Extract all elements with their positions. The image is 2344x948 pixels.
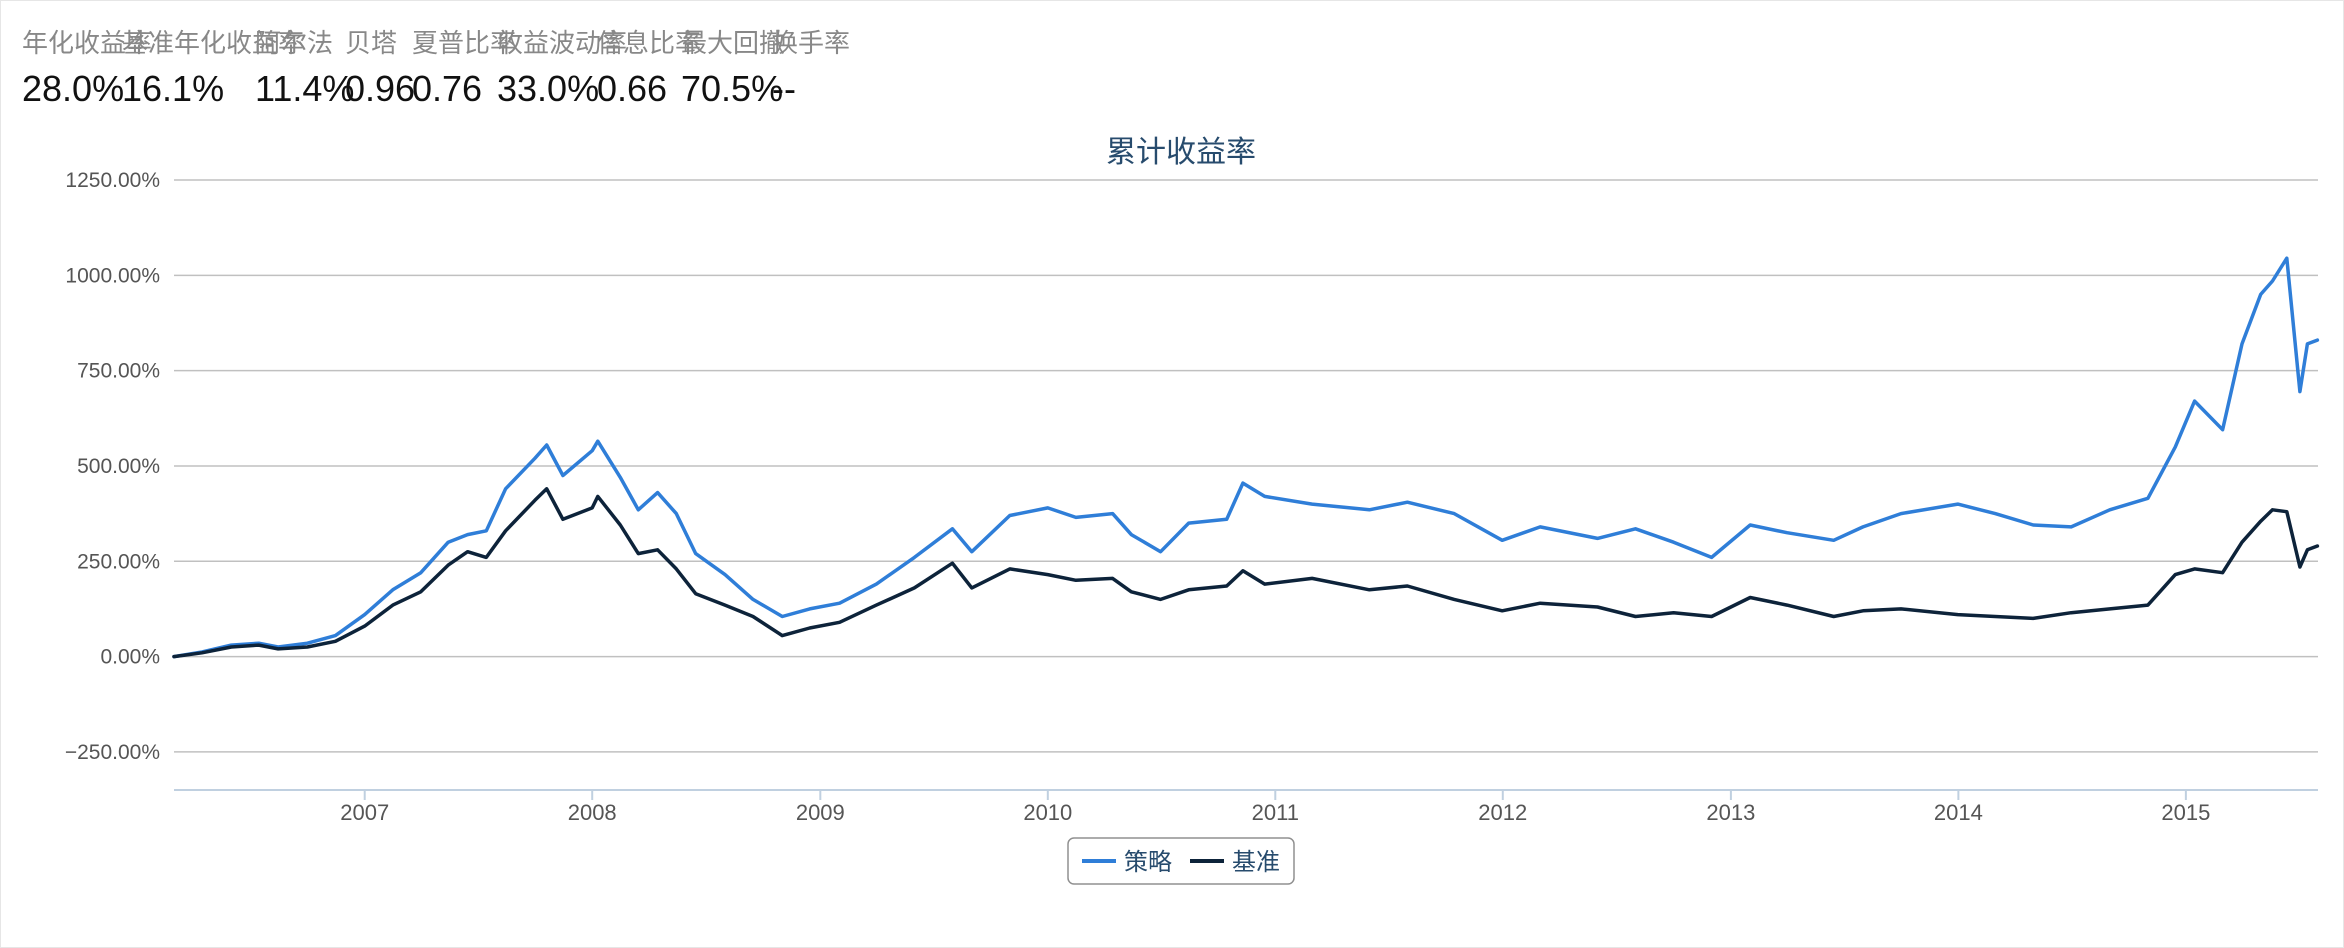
stat-value: 28.0% [22,68,125,109]
x-tick-label: 2008 [568,800,617,825]
stat-label: 收益波动率 [497,29,628,59]
x-tick-label: 2010 [1023,800,1072,825]
stat-label: 基准年化收益率 [122,29,305,59]
x-tick-label: 2014 [1934,800,1983,825]
stat-value: 33.0% [497,68,600,109]
y-tick-label: 0.00% [100,646,160,669]
x-tick-label: 2012 [1478,800,1527,825]
legend-benchmark-label: 基准 [1232,848,1280,876]
series-layer [172,256,2320,659]
stat-label: 信息比率 [597,29,702,59]
y-tick-label: −250.00% [65,741,160,764]
y-tick-label: 500.00% [77,455,160,478]
grid-layer [174,179,2318,753]
stat-value: 16.1% [122,68,225,109]
series-line-strategy[interactable] [172,256,2320,659]
legend: 策略 基准 [1067,837,1295,885]
stat-label: 最大回撤 [681,29,786,59]
y-tick-label: 1000.00% [65,264,160,287]
y-tick-label: 750.00% [77,360,160,383]
stat-label: 年化收益率 [22,29,153,59]
legend-box [1067,837,1295,885]
stat-label: 夏普比率 [412,29,517,59]
stat-label: 贝塔 [345,29,398,59]
stats-bar: 年化收益率 28.0% 基准年化收益率 16.1% 阿尔法 11.4% 贝塔 0… [0,0,1400,130]
x-tick-label: 2015 [2161,800,2210,825]
x-tick-label: 2013 [1706,800,1755,825]
x-tick-label: 2011 [1252,800,1299,825]
stat-value: 11.4% [255,68,355,109]
x-axis: 2007 2008 2009 2010 2011 2012 2013 2014 2015 [174,789,2318,825]
y-tick-label: 250.00% [77,550,160,573]
chart-title: 累计收益率 [1106,135,1256,170]
legend-item-benchmark[interactable]: 基准 [1190,848,1280,876]
y-tick-label: 1250.00% [65,169,160,192]
x-tick-label: 2009 [796,800,845,825]
x-tick-label: 2007 [340,800,389,825]
stat-label: 阿尔法 [255,29,334,59]
stat-value: 0.96 [345,68,416,109]
stat-value: -- [772,68,796,109]
legend-item-strategy[interactable]: 策略 [1082,848,1172,876]
series-line-benchmark[interactable] [172,487,2320,659]
stat-value: 70.5% [681,68,784,109]
stat-value: 0.76 [412,68,483,109]
y-axis: −250.00% 0.00% 250.00% 500.00% 750.00% 1000.0… [65,169,160,764]
legend-strategy-label: 策略 [1124,848,1172,876]
stat-label: 换手率 [772,29,851,59]
stat-value: 0.66 [597,68,668,109]
